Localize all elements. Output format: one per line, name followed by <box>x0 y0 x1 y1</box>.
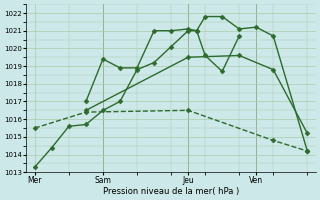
X-axis label: Pression niveau de la mer( hPa ): Pression niveau de la mer( hPa ) <box>103 187 239 196</box>
